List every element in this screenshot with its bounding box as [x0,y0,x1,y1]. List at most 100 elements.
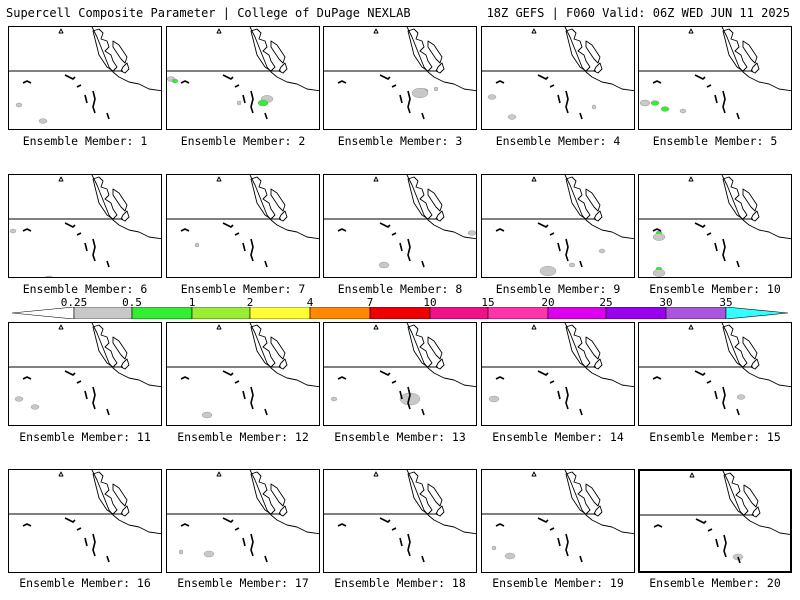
coastline [249,470,319,535]
panel-label: Ensemble Member: 11 [19,430,151,444]
lake-outline [537,517,549,523]
map-panel-member-6 [8,174,162,278]
panel-label: Ensemble Member: 10 [649,282,781,296]
lake-outline [180,80,190,84]
coastline [722,471,790,535]
scp-contour-gray [568,262,576,268]
scp-contour-gray [38,118,48,124]
coastline [91,323,161,388]
lake-outline [22,228,32,232]
panel-label: Ensemble Member: 17 [177,576,309,590]
scp-contour-gray [330,396,338,402]
scp-contour-gray [539,265,557,276]
coastline [565,28,591,72]
coastline [722,28,748,72]
map-panel-member-13 [323,322,477,426]
lake-outline [695,518,707,524]
scp-contour-gray [488,395,500,403]
coastline [593,358,603,370]
lake-outline [106,408,110,416]
coastline [112,336,128,360]
coastline [427,188,443,212]
lake-outline [234,380,240,384]
basemap [9,175,161,277]
colorbar-segment [191,307,251,319]
basemap [482,470,634,563]
panel-label: Ensemble Member: 7 [180,282,306,296]
lake-outline [737,556,741,564]
lake-outline [407,90,411,114]
coastline [435,358,445,370]
coastline [688,176,694,182]
lake-outline [391,380,397,384]
coastline [722,324,748,368]
basemap [482,27,634,120]
coastline [120,505,130,517]
lake-outline [722,238,726,262]
lake-outline [106,260,110,268]
coastline [270,483,286,507]
basemap [167,175,319,268]
coastline [58,176,64,182]
basemap [482,323,634,416]
coastline [750,62,760,74]
lake-outline [76,84,82,88]
colorbar-segment [73,307,133,319]
coastline [531,471,537,477]
coastline [531,28,537,34]
lake-outline [653,524,663,528]
basemap [9,470,161,563]
colorbar-tick-label: 4 [306,296,314,309]
coastline [58,471,64,477]
scp-contour-gray [679,108,687,114]
lake-outline [379,517,391,523]
lake-outline [399,390,403,400]
lake-outline [694,222,706,228]
scp-contour-gray [504,552,516,560]
lake-outline [652,228,662,232]
scp-contour-gray [639,99,651,107]
colorbar-segment [605,307,667,319]
lake-outline [222,370,234,376]
lake-outline [421,555,425,563]
panel-label: Ensemble Member: 15 [649,430,781,444]
colorbar [12,307,788,319]
coastline [742,40,758,64]
lake-outline [399,537,403,547]
lake-outline [706,232,712,236]
coastline [270,188,286,212]
map-panel-member-9 [481,174,635,278]
coastline [373,176,379,182]
lake-outline [537,74,549,80]
coastline [435,210,445,222]
colorbar-segment [725,307,788,319]
lake-outline [557,242,561,252]
scp-contour-gray [378,261,390,269]
map-panel-member-11 [8,322,162,426]
lake-outline [180,228,190,232]
lake-outline [106,112,110,120]
lake-outline [264,555,268,563]
lake-outline [106,555,110,563]
map-panel-member-12 [166,322,320,426]
coastline [92,28,118,72]
coastline [565,176,591,220]
lake-outline [557,537,561,547]
lake-outline [565,386,569,410]
scp-contour-green [660,106,670,112]
lake-outline [180,523,190,527]
lake-outline [715,538,719,548]
lake-outline [714,242,718,252]
colorbar-tick-label: 30 [659,296,673,309]
scp-contour-gray [507,114,517,120]
panel-label: Ensemble Member: 14 [492,430,624,444]
page-title: Supercell Composite Parameter | College … [6,6,411,20]
basemap [167,323,319,419]
lake-outline [391,84,397,88]
coastline [723,472,749,516]
coastline [564,470,634,535]
coastline [216,471,222,477]
lake-outline [694,74,706,80]
coastline [278,210,288,222]
basemap [167,27,319,120]
